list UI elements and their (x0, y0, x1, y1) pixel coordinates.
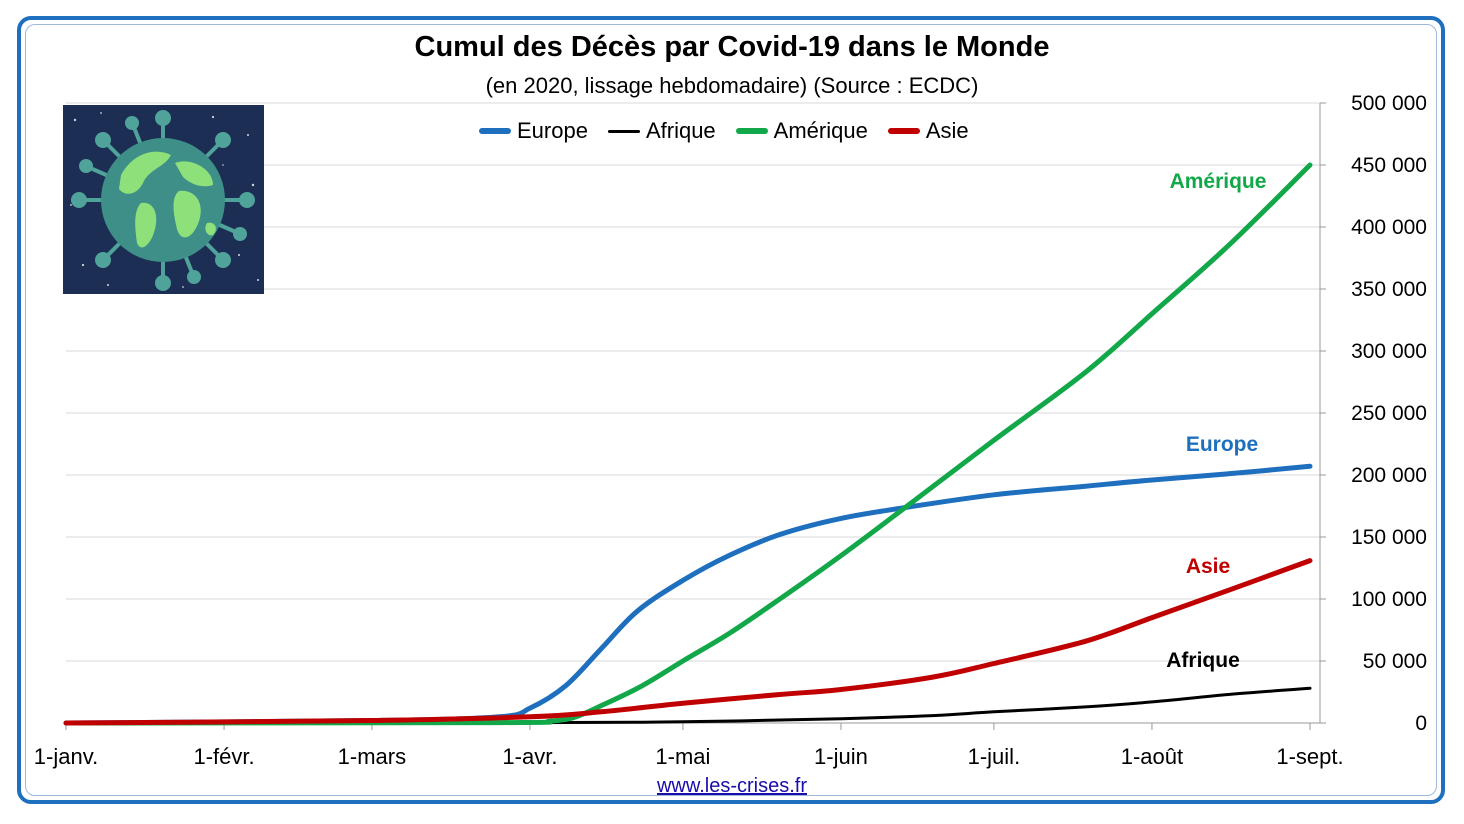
x-tick-label: 1-juil. (968, 744, 1021, 769)
source-link[interactable]: www.les-crises.fr (656, 775, 807, 797)
series-label-asie: Asie (1186, 555, 1230, 578)
y-tick-label: 50 000 (1363, 650, 1427, 673)
y-tick-label: 400 000 (1351, 216, 1427, 239)
legend-item-amerique: Amérique (735, 118, 868, 144)
x-tick-label: 1-janv. (34, 744, 98, 769)
globe-virus-icon (63, 105, 264, 294)
series-line-asie (63, 558, 1313, 726)
y-tick-label: 100 000 (1351, 588, 1427, 611)
chart-frame (17, 16, 1445, 804)
legend-item-europe: Europe (479, 118, 588, 144)
legend-swatch-asie (887, 128, 920, 134)
y-tick-label: 350 000 (1351, 278, 1427, 301)
chart-title: Cumul des Décès par Covid-19 dans le Mon… (414, 31, 1050, 63)
series-line-amerique (63, 162, 1313, 726)
legend-item-afrique: Afrique (607, 118, 716, 144)
x-tick-label: 1-avr. (502, 744, 557, 769)
y-tick-label: 500 000 (1351, 92, 1427, 115)
series-line-afrique (64, 686, 1312, 725)
y-tick-label: 450 000 (1351, 154, 1427, 177)
legend-swatch-afrique (607, 129, 640, 133)
legend: Europe Afrique Amérique Asie (479, 117, 989, 145)
legend-swatch-amerique (735, 128, 768, 134)
series-label-amerique: Amérique (1170, 170, 1267, 193)
legend-label-amerique: Amérique (773, 118, 868, 143)
y-tick-label: 250 000 (1351, 402, 1427, 425)
x-tick-label: 1-mars (338, 744, 406, 769)
legend-label-asie: Asie (925, 118, 969, 143)
legend-swatch-europe (479, 128, 511, 134)
series-label-europe: Europe (1186, 433, 1258, 456)
y-tick-label: 0 (1415, 712, 1427, 735)
chart-frame-inner (25, 24, 1437, 796)
legend-label-afrique: Afrique (645, 118, 716, 143)
x-tick-label: 1-févr. (193, 744, 254, 769)
x-tick-label: 1-sept. (1276, 744, 1343, 769)
chart-subtitle: (en 2020, lissage hebdomadaire) (Source … (485, 73, 979, 98)
series-label-afrique: Afrique (1166, 649, 1240, 672)
legend-item-asie: Asie (887, 118, 969, 144)
x-tick-label: 1-mai (655, 744, 710, 769)
legend-label-europe: Europe (517, 118, 588, 143)
x-tick-label: 1-août (1121, 744, 1183, 769)
x-tick-label: 1-juin (814, 744, 868, 769)
y-tick-label: 200 000 (1351, 464, 1427, 487)
y-tick-label: 300 000 (1351, 340, 1427, 363)
series-line-europe (63, 463, 1313, 726)
y-tick-label: 150 000 (1351, 526, 1427, 549)
